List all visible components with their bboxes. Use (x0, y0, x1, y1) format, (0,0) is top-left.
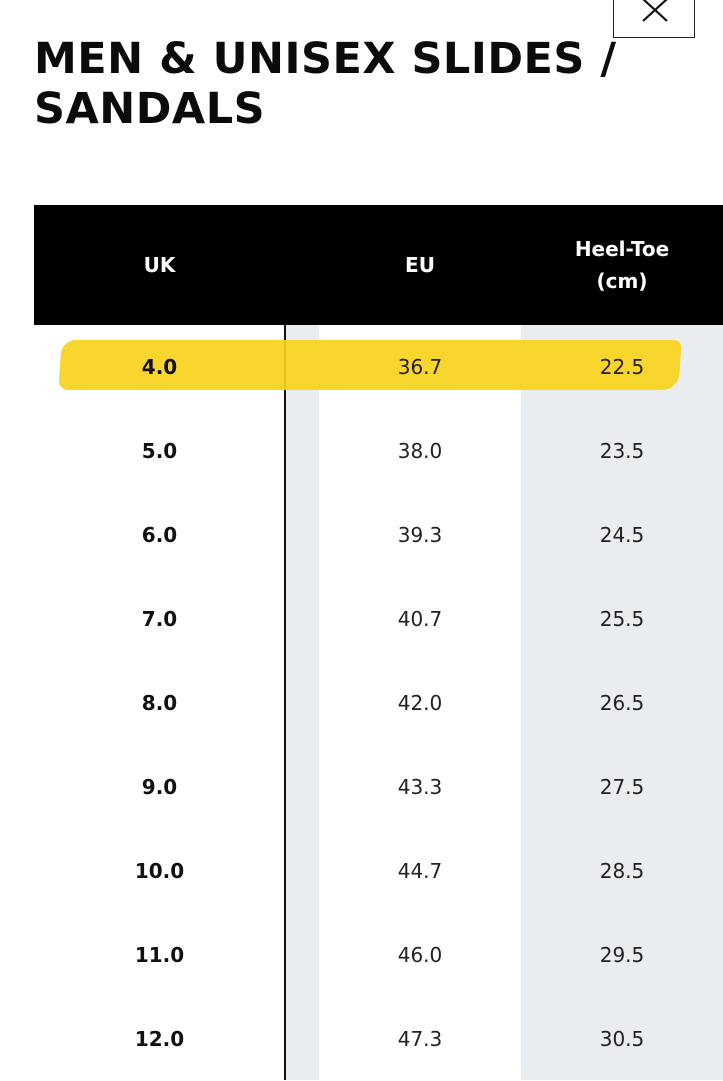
table-row: 8.0 42.0 26.5 (34, 661, 723, 745)
cell-heel-toe: 25.5 (599, 607, 645, 631)
column-shade (286, 325, 319, 1080)
cell-heel-toe: 30.5 (599, 1027, 645, 1051)
cell-uk: 10.0 (134, 859, 185, 883)
cell-uk: 8.0 (141, 691, 178, 715)
table-row: 7.0 40.7 25.5 (34, 577, 723, 661)
cell-uk: 12.0 (134, 1027, 185, 1051)
cell-heel-toe: 27.5 (599, 775, 645, 799)
page-title: MEN & UNISEX SLIDES / SANDALS (34, 34, 617, 134)
table-row: 5.0 38.0 23.5 (34, 409, 723, 493)
table-row: 9.0 43.3 27.5 (34, 745, 723, 829)
close-button[interactable] (613, 0, 695, 38)
cell-uk: 6.0 (141, 523, 178, 547)
table-row: 11.0 46.0 29.5 (34, 913, 723, 997)
table-row: 4.0 36.7 22.5 (34, 325, 723, 409)
cell-eu: 43.3 (397, 775, 443, 799)
table-row: 10.0 44.7 28.5 (34, 829, 723, 913)
header-heel-toe-label: Heel-Toe (574, 237, 670, 261)
cell-eu: 38.0 (397, 439, 443, 463)
cell-eu: 36.7 (397, 355, 443, 379)
cell-eu: 46.0 (397, 943, 443, 967)
cell-heel-toe: 29.5 (599, 943, 645, 967)
cell-heel-toe: 26.5 (599, 691, 645, 715)
cell-uk: 4.0 (141, 355, 178, 379)
cell-heel-toe: 23.5 (599, 439, 645, 463)
cell-heel-toe: 24.5 (599, 523, 645, 547)
cell-uk: 11.0 (134, 943, 185, 967)
table-header: UK EU Heel-Toe (cm) (34, 205, 723, 325)
header-heel-toe-unit: (cm) (596, 269, 648, 293)
cell-uk: 5.0 (141, 439, 178, 463)
cell-eu: 47.3 (397, 1027, 443, 1051)
cell-heel-toe: 22.5 (599, 355, 645, 379)
header-heel-toe: Heel-Toe (cm) (521, 205, 723, 325)
cell-eu: 42.0 (397, 691, 443, 715)
cell-eu: 39.3 (397, 523, 443, 547)
cell-uk: 7.0 (141, 607, 178, 631)
column-shade (521, 325, 723, 1080)
table-row: 6.0 39.3 24.5 (34, 493, 723, 577)
table-row: 12.0 47.3 30.5 (34, 997, 723, 1081)
cell-eu: 40.7 (397, 607, 443, 631)
header-uk: UK (143, 253, 176, 277)
header-eu: EU (405, 253, 435, 277)
column-divider (284, 325, 286, 1080)
close-icon (642, 0, 668, 22)
cell-uk: 9.0 (141, 775, 178, 799)
cell-eu: 44.7 (397, 859, 443, 883)
size-chart-table: UK EU Heel-Toe (cm) 4.0 36.7 22.5 5.0 38… (34, 205, 723, 1080)
cell-heel-toe: 28.5 (599, 859, 645, 883)
